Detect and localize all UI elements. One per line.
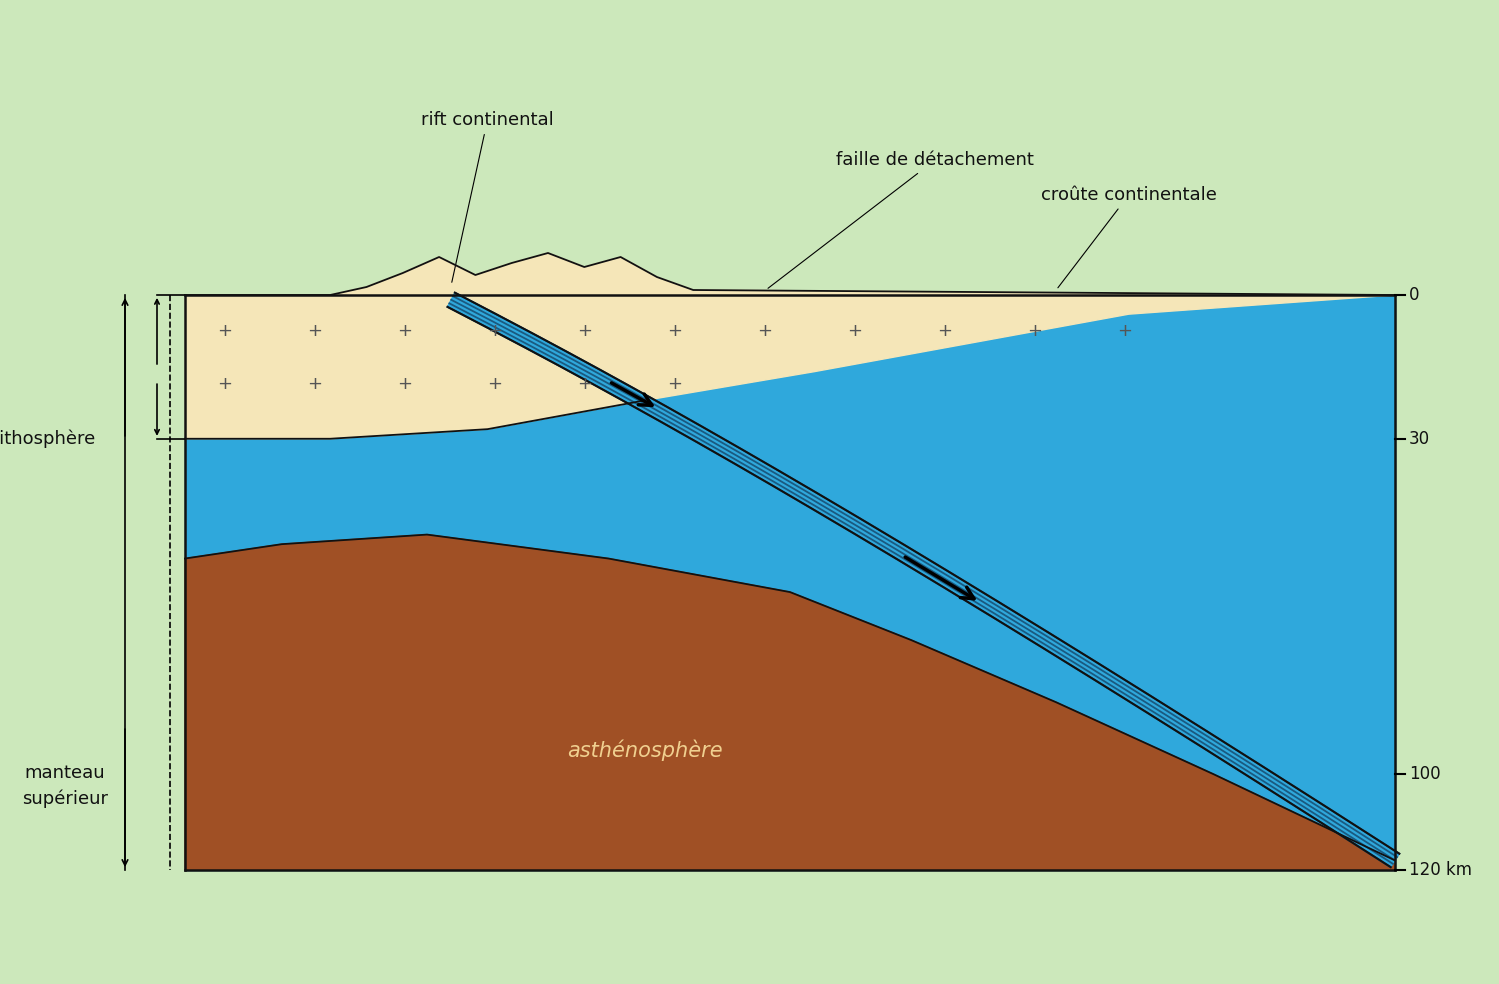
Text: +: +: [487, 322, 502, 339]
Text: faille de détachement: faille de détachement: [767, 151, 1034, 288]
Text: 120 km: 120 km: [1409, 861, 1472, 879]
Text: +: +: [757, 322, 772, 339]
Text: +: +: [307, 322, 322, 339]
Text: 0: 0: [1409, 286, 1420, 304]
Text: +: +: [937, 322, 952, 339]
Text: asthénosphère: asthénosphère: [567, 739, 723, 761]
Text: +: +: [307, 375, 322, 394]
Text: +: +: [217, 375, 232, 394]
Text: 100: 100: [1409, 766, 1441, 783]
Text: manteau
supérieur: manteau supérieur: [22, 765, 108, 808]
Text: +: +: [577, 322, 592, 339]
Text: +: +: [577, 375, 592, 394]
Text: +: +: [1117, 322, 1133, 339]
Text: rift continental: rift continental: [421, 111, 553, 282]
Text: +: +: [397, 322, 412, 339]
Text: +: +: [397, 375, 412, 394]
Text: lithosphère: lithosphère: [0, 429, 96, 448]
Text: croûte continentale: croûte continentale: [1040, 186, 1217, 287]
Text: +: +: [1027, 322, 1042, 339]
Polygon shape: [448, 292, 1400, 867]
Polygon shape: [184, 253, 1396, 439]
Text: 30: 30: [1409, 430, 1430, 448]
Polygon shape: [184, 295, 1396, 870]
Text: +: +: [487, 375, 502, 394]
Text: +: +: [667, 375, 682, 394]
Text: +: +: [847, 322, 862, 339]
Text: +: +: [667, 322, 682, 339]
Text: +: +: [217, 322, 232, 339]
Polygon shape: [184, 534, 1396, 870]
